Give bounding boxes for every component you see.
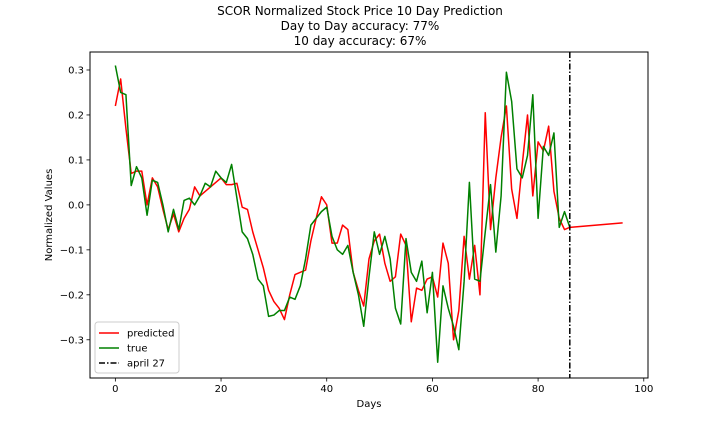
series-line-predicted: [114, 78, 623, 341]
chart-title: SCOR Normalized Stock Price 10 Day Predi…: [0, 4, 720, 49]
legend-label-april-27: april 27: [127, 359, 165, 370]
y-tick-label: 0.2: [68, 110, 84, 121]
x-axis-label: Days: [357, 399, 382, 410]
x-tick-label: 60: [426, 384, 439, 395]
legend-label-true: true: [127, 344, 148, 355]
x-tick-label: 100: [634, 384, 653, 395]
y-axis-label: Normalized Values: [44, 169, 55, 262]
plot-lines: [114, 52, 623, 378]
chart-title-line-2: Day to Day accuracy: 77%: [280, 19, 440, 33]
legend-label-predicted: predicted: [127, 329, 174, 340]
y-tick-label: 0.1: [68, 155, 84, 166]
x-tick-label: 80: [532, 384, 545, 395]
legend: predicted true april 27: [94, 321, 180, 374]
y-tick-label: −0.1: [60, 245, 84, 256]
y-tick-label: −0.2: [60, 290, 84, 301]
chart-title-line-3: 10 day accuracy: 67%: [293, 34, 427, 48]
y-tick-label: 0.0: [68, 200, 84, 211]
y-axis-ticks: −0.3 −0.2 −0.1 0.0 0.1 0.2 0.3: [60, 65, 90, 346]
x-axis-ticks: 0 20 40 60 80 100: [112, 378, 653, 395]
y-tick-label: −0.3: [60, 335, 84, 346]
plot-frame: [89, 51, 649, 379]
series-line-true: [114, 65, 571, 364]
legend-frame: [94, 321, 180, 374]
x-tick-label: 0: [112, 384, 118, 395]
x-tick-label: 40: [320, 384, 333, 395]
chart-title-line-1: SCOR Normalized Stock Price 10 Day Predi…: [217, 4, 503, 18]
x-tick-label: 20: [215, 384, 228, 395]
y-tick-label: 0.3: [68, 65, 84, 76]
